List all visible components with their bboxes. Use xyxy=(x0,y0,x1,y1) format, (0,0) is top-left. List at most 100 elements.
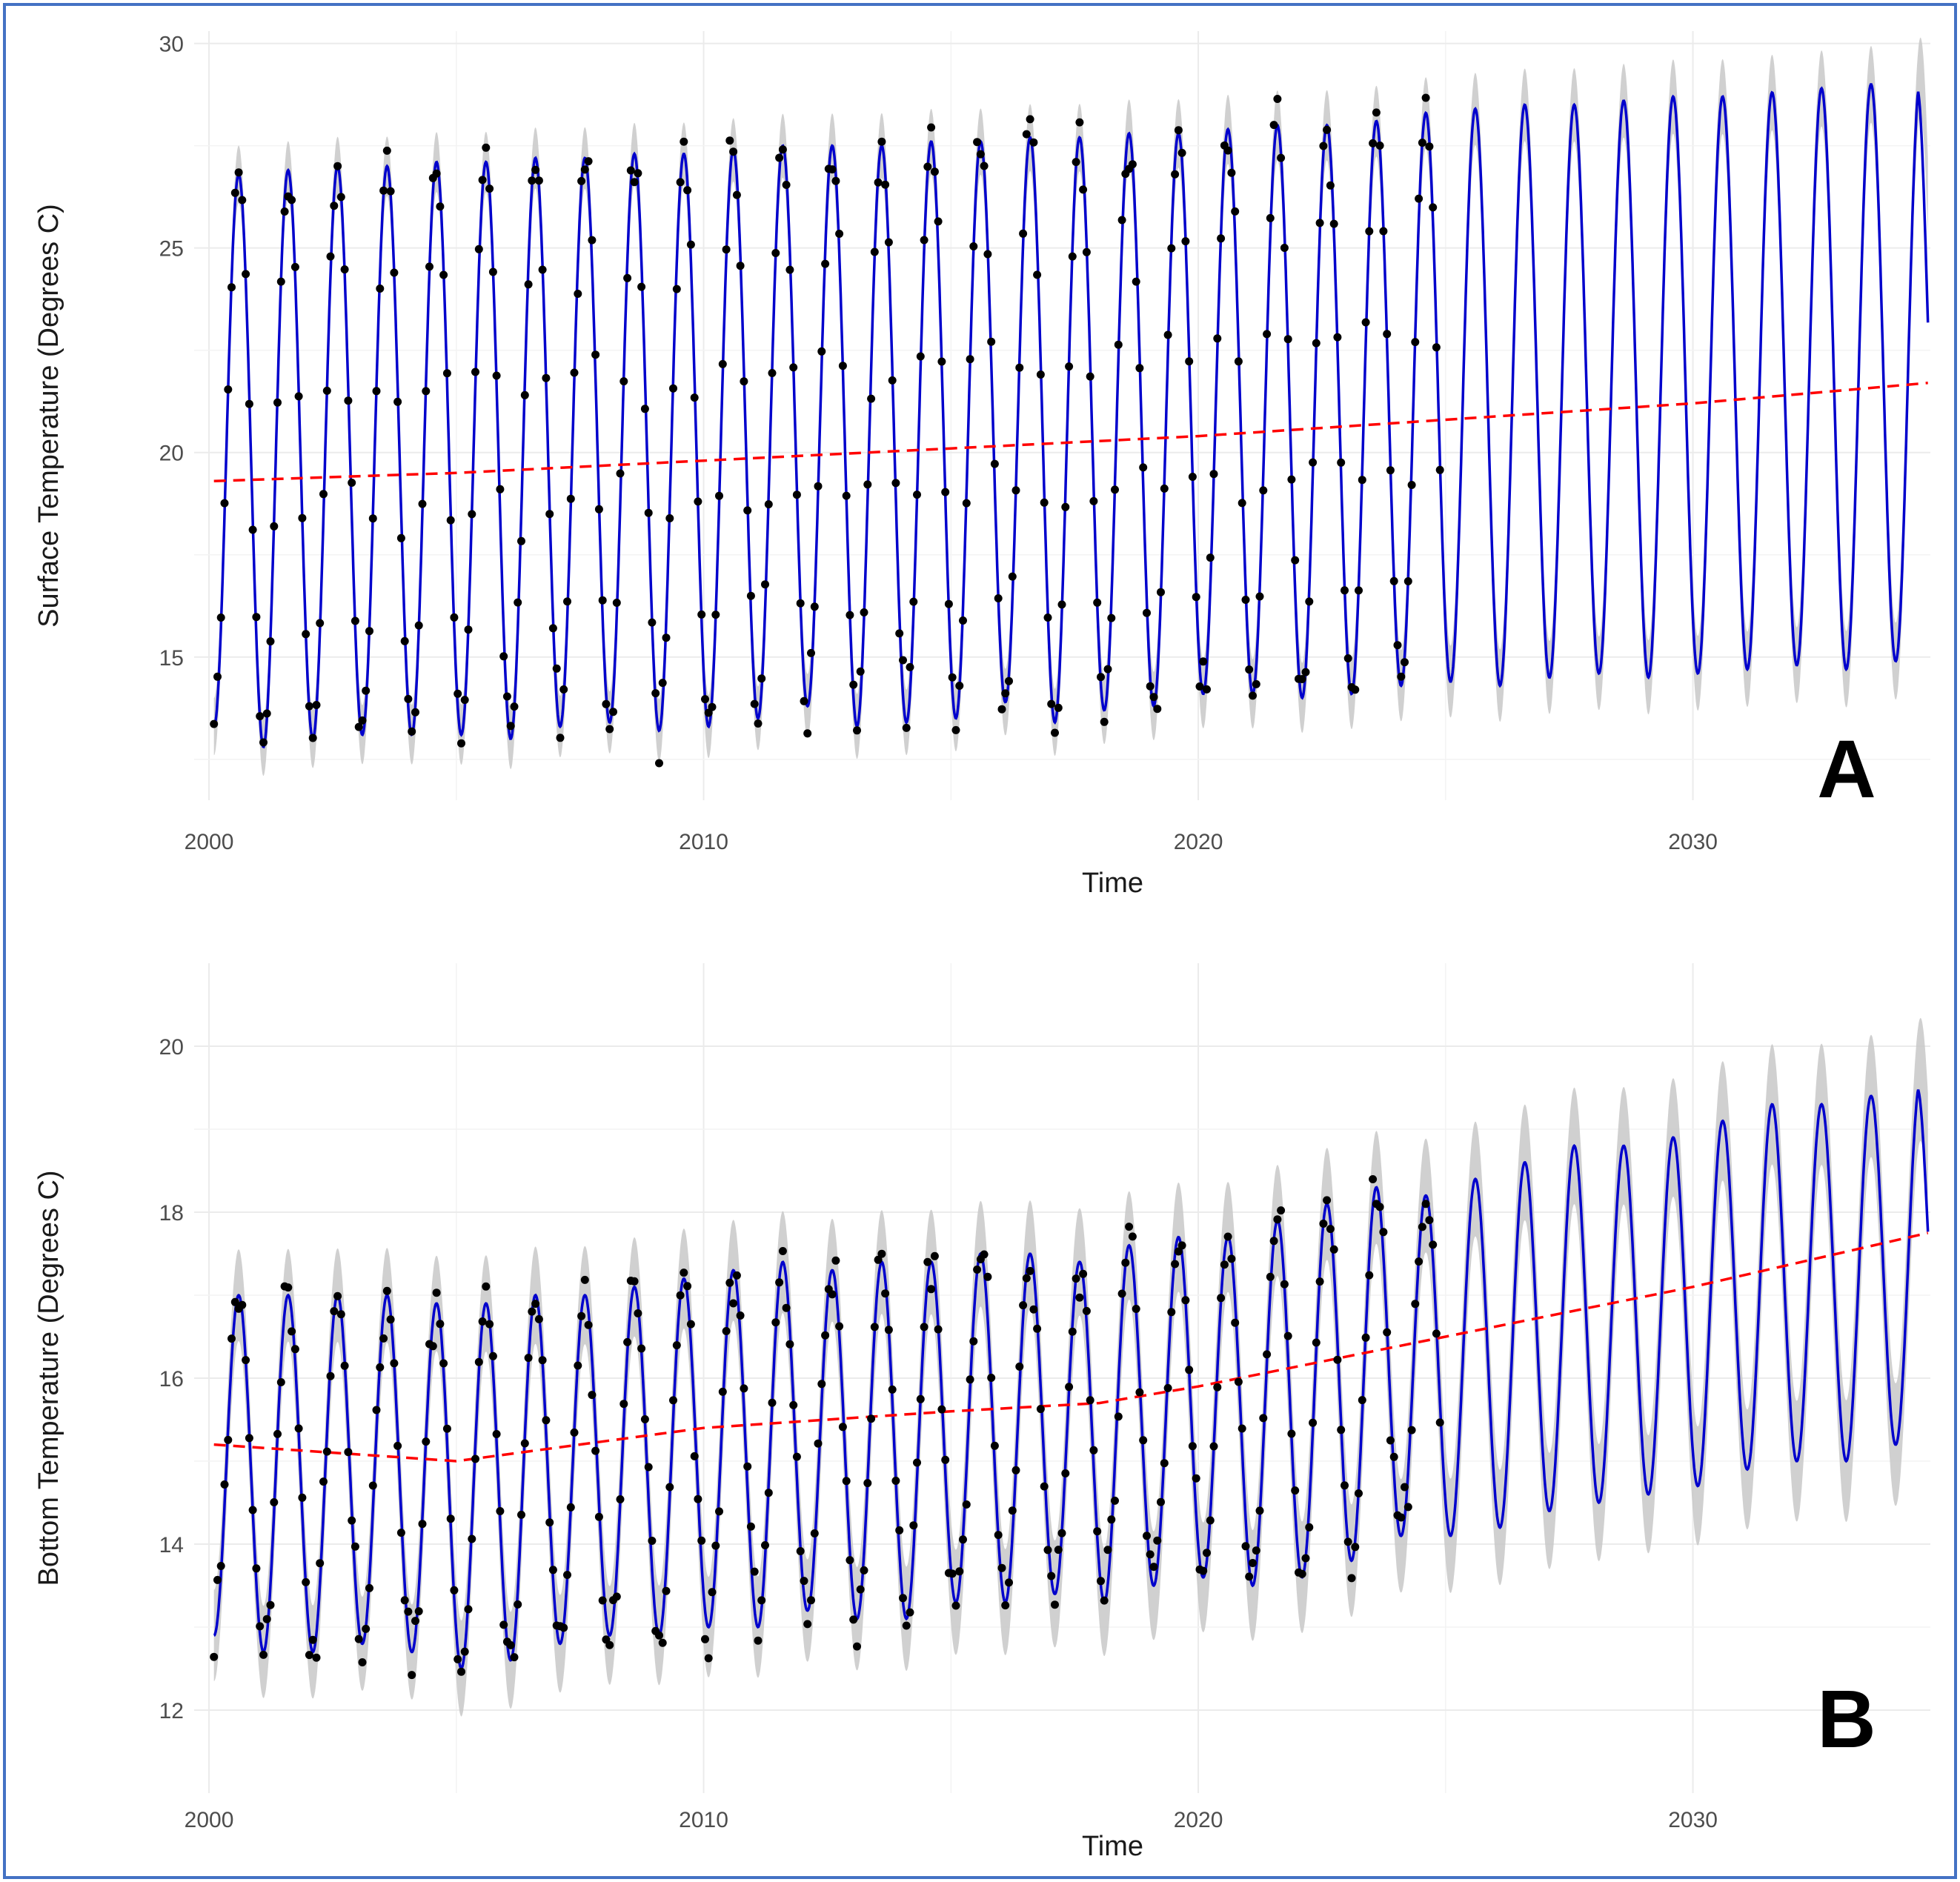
observation-point xyxy=(566,1503,575,1512)
observation-point xyxy=(846,611,854,619)
observation-point xyxy=(442,1424,451,1433)
observation-point xyxy=(846,1556,854,1565)
observation-point xyxy=(969,1337,978,1346)
observation-point xyxy=(1283,1331,1292,1340)
observation-point xyxy=(362,1624,371,1633)
panel-b-xtick: 2000 xyxy=(185,1808,234,1832)
observation-point xyxy=(1343,1537,1352,1546)
observation-point xyxy=(1411,338,1420,347)
observation-point xyxy=(1309,458,1318,467)
observation-point xyxy=(294,1424,303,1433)
observation-point xyxy=(340,265,349,274)
observation-point xyxy=(637,1344,646,1353)
observation-point xyxy=(1153,1536,1162,1545)
observation-point xyxy=(1273,1215,1282,1224)
observation-point xyxy=(1203,1549,1211,1557)
observation-point xyxy=(1146,1550,1155,1559)
observation-point xyxy=(482,143,491,152)
observation-point xyxy=(1415,1257,1424,1266)
observation-point xyxy=(838,362,847,370)
observation-point xyxy=(1411,1300,1420,1309)
observation-point xyxy=(524,280,533,289)
observation-point xyxy=(574,1361,582,1370)
panel-b-label: B xyxy=(1817,1674,1876,1765)
observation-point xyxy=(711,611,720,619)
observation-point xyxy=(542,373,551,382)
observation-point xyxy=(987,1374,996,1382)
observation-point xyxy=(492,1430,501,1438)
observation-point xyxy=(210,719,219,728)
observation-point xyxy=(789,363,798,372)
observation-point xyxy=(640,1415,649,1423)
observation-point xyxy=(390,1359,399,1368)
observation-point xyxy=(1301,668,1310,676)
observation-point xyxy=(1157,588,1165,596)
observation-point xyxy=(602,699,611,708)
observation-point xyxy=(220,499,229,508)
observation-point xyxy=(471,368,479,376)
observation-point xyxy=(1223,1232,1232,1241)
observation-point xyxy=(584,1320,593,1329)
panel-a-xtick: 2000 xyxy=(185,830,234,854)
observation-point xyxy=(333,1291,342,1300)
observation-point xyxy=(1241,596,1250,604)
observation-point xyxy=(1263,330,1272,339)
observation-point xyxy=(1418,139,1426,147)
panel-b-observations xyxy=(210,1175,1444,1680)
observation-point xyxy=(570,1428,579,1437)
observation-point xyxy=(1111,485,1119,494)
observation-point xyxy=(1298,1569,1306,1578)
observation-point xyxy=(619,1400,628,1409)
observation-point xyxy=(418,499,427,508)
observation-point xyxy=(778,145,787,154)
observation-point xyxy=(1217,1294,1226,1303)
panel-b-bottom-temperature: 12 14 16 18 20 2000 2010 2020 2030 Time … xyxy=(33,963,1930,1862)
observation-point xyxy=(344,396,353,405)
observation-point xyxy=(273,398,282,407)
observation-point xyxy=(718,359,727,368)
observation-point xyxy=(471,1454,479,1463)
observation-point xyxy=(591,1446,600,1455)
observation-point xyxy=(934,1325,943,1334)
observation-point xyxy=(450,1586,459,1595)
observation-point xyxy=(1135,364,1144,373)
observation-point xyxy=(1238,499,1246,508)
observation-point xyxy=(835,230,844,238)
observation-point xyxy=(1425,1216,1434,1225)
observation-point xyxy=(1185,357,1194,366)
observation-point xyxy=(1337,458,1346,467)
observation-point xyxy=(1315,219,1324,227)
observation-point xyxy=(414,621,423,630)
observation-point xyxy=(316,619,325,628)
observation-point xyxy=(1019,1301,1028,1310)
observation-point xyxy=(1347,1574,1356,1583)
observation-point xyxy=(655,1631,663,1640)
observation-point xyxy=(994,594,1003,602)
observation-point xyxy=(256,1622,265,1631)
observation-point xyxy=(1227,1254,1236,1263)
observation-point xyxy=(909,597,918,606)
observation-point xyxy=(372,1406,381,1414)
panel-a-confidence-band xyxy=(213,37,1928,777)
observation-point xyxy=(1263,1350,1272,1359)
observation-point xyxy=(1043,614,1052,622)
observation-point xyxy=(1429,203,1438,212)
observation-point xyxy=(1393,641,1402,650)
observation-point xyxy=(457,1667,465,1676)
observation-point xyxy=(1043,1546,1052,1555)
observation-point xyxy=(1139,1436,1148,1445)
observation-point xyxy=(563,597,571,606)
observation-point xyxy=(1051,1600,1059,1609)
observation-point xyxy=(1082,247,1091,256)
observation-point xyxy=(881,1289,890,1298)
observation-point xyxy=(1163,1383,1172,1392)
observation-point xyxy=(750,699,759,708)
observation-point xyxy=(1097,673,1105,682)
observation-point xyxy=(746,591,755,600)
observation-point xyxy=(252,613,261,622)
observation-point xyxy=(941,1455,950,1464)
observation-point xyxy=(478,1317,487,1326)
observation-point xyxy=(1061,1469,1070,1477)
panel-b-xtick: 2020 xyxy=(1174,1808,1223,1832)
observation-point xyxy=(1415,194,1424,203)
